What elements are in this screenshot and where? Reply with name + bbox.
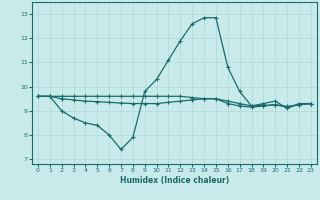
X-axis label: Humidex (Indice chaleur): Humidex (Indice chaleur) [120, 176, 229, 185]
